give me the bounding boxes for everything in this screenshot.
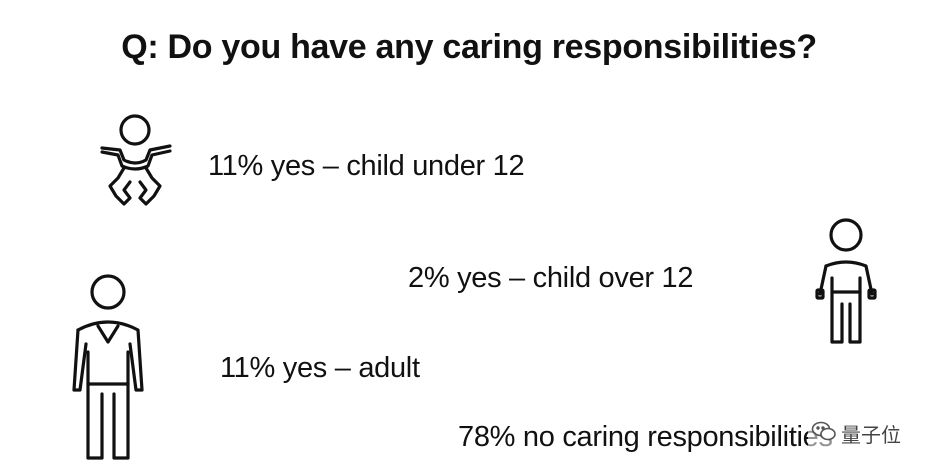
stat-no-caring: 78% no caring responsibilities [458,421,833,453]
stat-child-over-12: 2% yes – child over 12 [408,262,694,294]
adult-icon [68,272,148,462]
watermark: 量子位 [808,418,904,449]
wechat-icon [811,420,837,448]
stat-child-under-12: 11% yes – child under 12 [208,150,525,182]
page-title: Q: Do you have any caring responsibiliti… [121,28,817,66]
stat-adult: 11% yes – adult [220,352,420,384]
watermark-text: 量子位 [841,425,901,447]
child-icon [812,216,884,346]
baby-icon [96,112,178,212]
